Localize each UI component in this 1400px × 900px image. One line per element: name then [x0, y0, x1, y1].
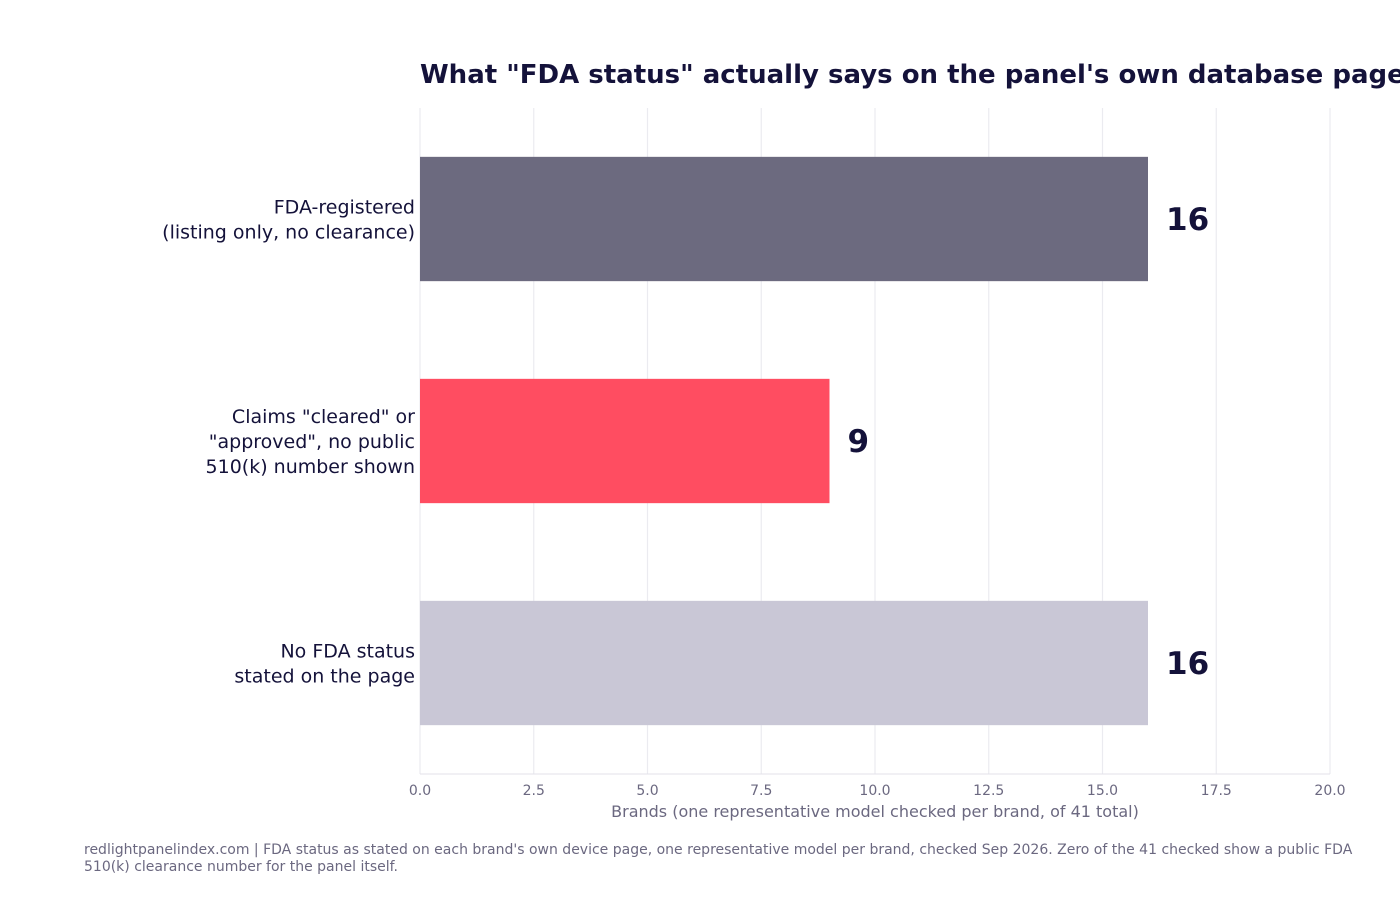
value-label: 9	[848, 424, 870, 460]
footer-note: redlightpanelindex.com | FDA status as s…	[84, 842, 1353, 875]
value-labels: 16 9 16	[848, 202, 1210, 682]
category-label-line: stated on the page	[234, 666, 415, 688]
category-label-line: 510(k) number shown	[206, 456, 415, 478]
x-tick-label: 15.0	[1087, 783, 1118, 799]
x-tick-label: 20.0	[1314, 783, 1345, 799]
category-label: FDA-registered (listing only, no clearanc…	[162, 197, 415, 244]
category-label-line: (listing only, no clearance)	[162, 222, 415, 244]
category-label-line: "approved", no public	[209, 431, 415, 453]
x-tick-label: 7.5	[750, 783, 772, 799]
category-label: No FDA status stated on the page	[234, 641, 415, 688]
value-label: 16	[1166, 202, 1209, 238]
bar	[420, 378, 830, 504]
x-axis-label: Brands (one representative model checked…	[611, 802, 1139, 821]
category-labels: FDA-registered (listing only, no clearanc…	[162, 197, 415, 688]
x-tick-label: 10.0	[859, 783, 890, 799]
x-tick-label: 12.5	[973, 783, 1004, 799]
bars	[420, 156, 1148, 726]
x-tick-label: 2.5	[523, 783, 545, 799]
x-tick-labels: 0.0 2.5 5.0 7.5 10.0 12.5 15.0 17.5 20.0	[409, 783, 1346, 799]
bar	[420, 156, 1148, 282]
category-label-line: FDA-registered	[274, 197, 415, 219]
value-label: 16	[1166, 646, 1209, 682]
category-label-line: No FDA status	[280, 641, 415, 663]
x-tick-label: 5.0	[636, 783, 658, 799]
x-tick-label: 0.0	[409, 783, 431, 799]
chart-title: What "FDA status" actually says on the p…	[420, 60, 1400, 90]
category-label-line: Claims "cleared" or	[232, 406, 415, 428]
category-label: Claims "cleared" or "approved", no public…	[206, 406, 416, 478]
x-tick-label: 17.5	[1201, 783, 1232, 799]
bar	[420, 600, 1148, 726]
